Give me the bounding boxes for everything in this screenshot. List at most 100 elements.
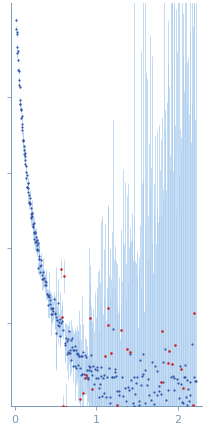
Point: [36, 239, 39, 246]
Point: [33, 238, 36, 245]
Point: [169, 361, 172, 368]
Point: [16, 48, 19, 55]
Point: [130, 385, 133, 392]
Point: [165, 387, 168, 394]
Point: [188, 415, 192, 422]
Point: [82, 351, 86, 358]
Point: [114, 388, 118, 395]
Point: [175, 379, 178, 386]
Point: [158, 391, 162, 398]
Point: [90, 372, 93, 379]
Point: [192, 378, 196, 385]
Point: [123, 385, 126, 392]
Point: [37, 255, 41, 262]
Point: [84, 371, 87, 378]
Point: [33, 236, 36, 243]
Point: [30, 214, 33, 221]
Point: [50, 305, 53, 312]
Point: [36, 247, 39, 254]
Point: [137, 401, 140, 408]
Point: [99, 373, 103, 380]
Point: [164, 427, 168, 434]
Point: [151, 400, 155, 407]
Point: [144, 382, 148, 389]
Point: [77, 353, 80, 360]
Point: [55, 316, 58, 323]
Point: [66, 349, 69, 356]
Point: [46, 292, 49, 299]
Point: [126, 383, 129, 390]
Point: [16, 56, 20, 63]
Point: [70, 344, 73, 351]
Point: [64, 334, 67, 341]
Point: [52, 295, 55, 302]
Point: [42, 274, 45, 281]
Point: [32, 229, 36, 236]
Point: [87, 363, 90, 370]
Point: [34, 239, 38, 246]
Point: [125, 346, 128, 353]
Point: [23, 149, 27, 156]
Point: [25, 171, 28, 178]
Point: [14, 16, 18, 23]
Point: [20, 124, 24, 131]
Point: [60, 318, 64, 325]
Point: [146, 409, 149, 416]
Point: [45, 291, 48, 298]
Point: [156, 382, 159, 389]
Point: [99, 364, 102, 371]
Point: [16, 44, 19, 51]
Point: [39, 261, 42, 268]
Point: [55, 317, 59, 324]
Point: [92, 381, 95, 388]
Point: [80, 370, 84, 377]
Point: [181, 385, 184, 392]
Point: [45, 290, 49, 297]
Point: [144, 404, 147, 411]
Point: [173, 413, 176, 420]
Point: [88, 314, 91, 321]
Point: [178, 365, 181, 372]
Point: [177, 426, 180, 433]
Point: [22, 137, 25, 144]
Point: [154, 368, 157, 375]
Point: [77, 353, 81, 360]
Point: [37, 256, 40, 263]
Point: [33, 229, 37, 236]
Point: [86, 375, 89, 382]
Point: [46, 302, 50, 309]
Point: [67, 328, 71, 335]
Point: [94, 375, 97, 382]
Point: [19, 101, 22, 108]
Point: [33, 228, 37, 235]
Point: [89, 368, 92, 375]
Point: [40, 271, 43, 278]
Point: [123, 403, 126, 410]
Point: [152, 389, 155, 396]
Point: [47, 293, 51, 300]
Point: [78, 364, 81, 371]
Point: [102, 389, 105, 396]
Point: [42, 269, 45, 276]
Point: [21, 136, 25, 143]
Point: [94, 364, 98, 371]
Point: [138, 357, 141, 364]
Point: [57, 319, 60, 326]
Point: [159, 378, 162, 385]
Point: [20, 113, 23, 120]
Point: [59, 265, 63, 272]
Point: [129, 377, 132, 384]
Point: [171, 386, 174, 393]
Point: [127, 386, 130, 393]
Point: [138, 382, 142, 389]
Point: [57, 323, 61, 329]
Point: [186, 397, 190, 404]
Point: [56, 299, 59, 306]
Point: [26, 179, 29, 186]
Point: [30, 210, 33, 217]
Point: [184, 393, 187, 400]
Point: [61, 403, 64, 410]
Point: [25, 184, 29, 191]
Point: [140, 350, 144, 357]
Point: [169, 374, 172, 381]
